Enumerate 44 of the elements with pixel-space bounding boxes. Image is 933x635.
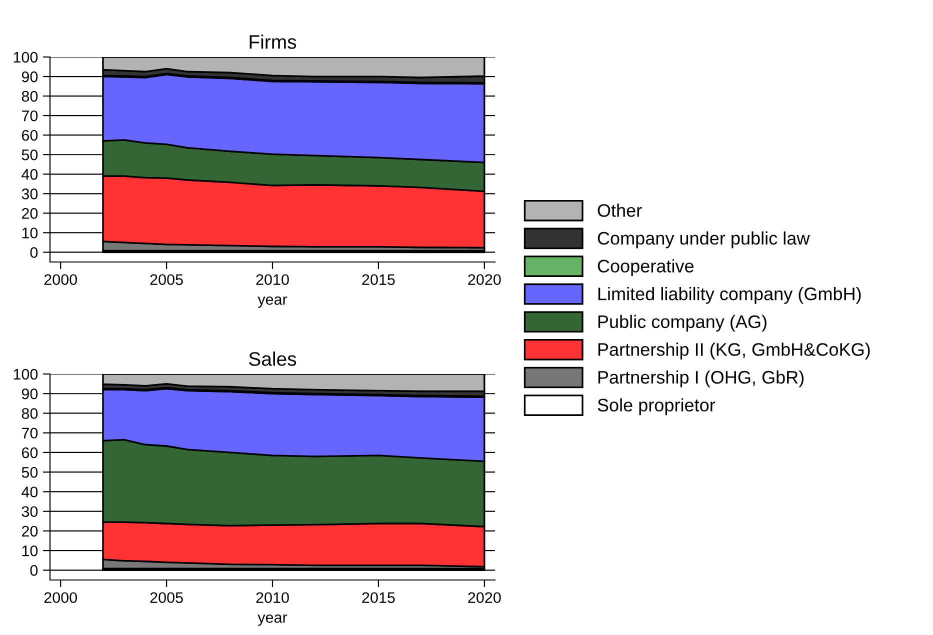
legend-label: Sole proprietor (598, 398, 716, 416)
x-axis-title: year (258, 614, 288, 626)
y-tick-label: 100 (14, 368, 38, 380)
y-tick-label: 90 (22, 71, 38, 82)
legend-label: Partnership II (KG, GmbH&CoKG) (598, 342, 870, 360)
y-tick-label: 60 (22, 130, 38, 141)
x-tick-label: 2010 (256, 592, 289, 604)
y-tick-label: 0 (30, 247, 38, 258)
x-tick-label: 2005 (150, 274, 183, 286)
chart-title: Firms (250, 34, 296, 49)
y-tick-label: 40 (22, 486, 38, 498)
y-tick-label: 70 (22, 428, 38, 439)
y-tick-label: 10 (22, 228, 38, 238)
y-tick-label: 90 (22, 388, 38, 400)
x-tick-label: 2010 (256, 274, 289, 286)
x-tick-label: 2015 (362, 592, 395, 604)
y-tick-label: 60 (22, 447, 38, 458)
y-tick-label: 20 (22, 526, 38, 537)
x-tick-label: 2020 (468, 274, 501, 286)
legend-label: Partnership I (OHG, GbR) (598, 370, 804, 388)
y-tick-label: 50 (22, 466, 38, 478)
y-tick-label: 70 (22, 110, 38, 122)
legend-label: Public company (AG) (598, 314, 766, 332)
x-tick-label: 2015 (362, 274, 395, 286)
legend-label: Company under public law (598, 231, 810, 248)
y-tick-label: 100 (14, 52, 38, 63)
y-tick-label: 30 (22, 506, 38, 518)
x-tick-label: 2005 (150, 592, 183, 604)
y-tick-label: 80 (22, 408, 38, 419)
y-tick-label: 0 (30, 565, 38, 576)
y-tick-label: 50 (22, 149, 38, 160)
x-tick-label: 2000 (44, 592, 77, 604)
y-tick-label: 20 (22, 208, 38, 219)
y-tick-label: 10 (22, 545, 38, 556)
y-tick-label: 80 (22, 90, 38, 102)
y-tick-label: 30 (22, 188, 38, 200)
legend-label: Limited liability company (GmbH) (598, 287, 861, 304)
x-axis-title: year (258, 296, 288, 308)
x-tick-label: 2000 (44, 274, 77, 286)
y-tick-label: 40 (22, 169, 38, 180)
legend-label: Cooperative (598, 259, 694, 276)
chart-title: Sales (249, 352, 296, 366)
legend-label: Other (598, 204, 642, 217)
x-tick-label: 2020 (468, 592, 501, 604)
